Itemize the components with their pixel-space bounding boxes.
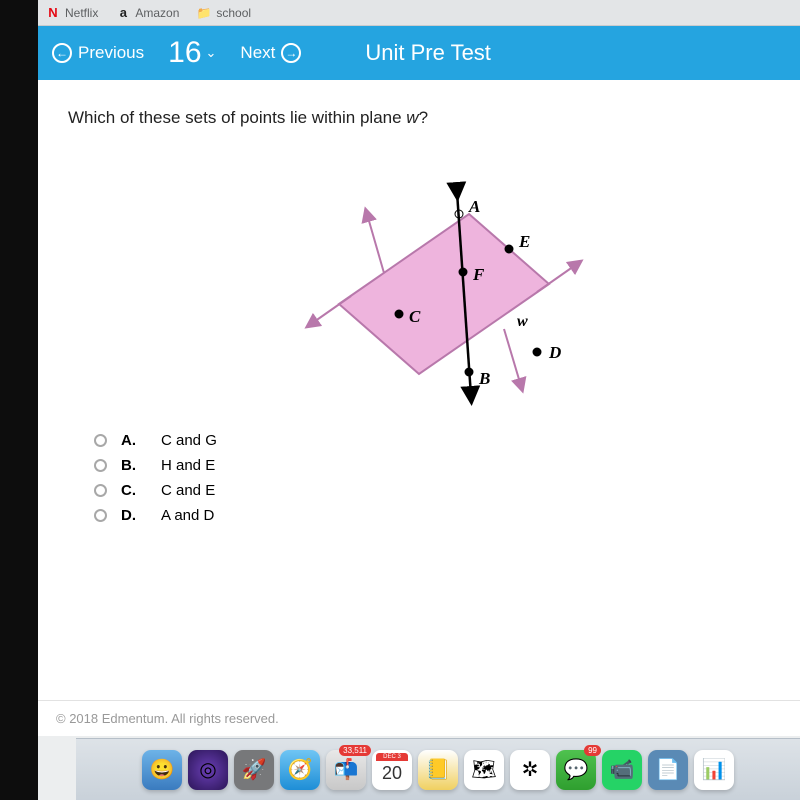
unit-title: Unit Pre Test <box>365 40 491 66</box>
dock-app-icon[interactable]: 📊 <box>694 750 734 790</box>
dock-app-icon[interactable]: 😀 <box>142 750 182 790</box>
dock-app-icon[interactable]: ◎ <box>188 750 228 790</box>
bookmarks-bar: N Netflix a Amazon 📁 school <box>38 0 800 26</box>
dock-app-icon[interactable]: 📹 <box>602 750 642 790</box>
svg-text:C: C <box>409 307 421 326</box>
dock-app-icon[interactable]: 🧭 <box>280 750 320 790</box>
arrow-left-icon: ← <box>52 43 72 63</box>
bookmark-amazon[interactable]: a Amazon <box>116 6 179 20</box>
svg-text:w: w <box>517 313 528 330</box>
answer-letter: B. <box>121 457 147 474</box>
next-button[interactable]: Next → <box>240 43 301 63</box>
question-number-dropdown[interactable]: 16 ⌄ <box>168 36 216 70</box>
dock-app-icon[interactable]: 💬99 <box>556 750 596 790</box>
folder-icon: 📁 <box>197 6 211 20</box>
radio-icon <box>94 459 107 472</box>
dock-app-icon[interactable]: 🚀 <box>234 750 274 790</box>
radio-icon <box>94 484 107 497</box>
macos-dock: 😀◎🚀🧭📬33,511DEC 320📒🗺✲💬99📹📄📊 <box>76 738 800 800</box>
question-text: Which of these sets of points lie within… <box>68 108 770 128</box>
dock-app-icon[interactable]: 📬33,511 <box>326 750 366 790</box>
question-content: Which of these sets of points lie within… <box>38 80 800 700</box>
bookmark-school[interactable]: 📁 school <box>197 6 251 20</box>
bookmark-netflix[interactable]: N Netflix <box>46 6 98 20</box>
answer-letter: C. <box>121 482 147 499</box>
amazon-icon: a <box>116 6 130 20</box>
previous-label: Previous <box>78 43 144 63</box>
answer-text: C and E <box>161 482 215 499</box>
next-label: Next <box>240 43 275 63</box>
dock-app-icon[interactable]: 🗺 <box>464 750 504 790</box>
previous-button[interactable]: ← Previous <box>52 43 144 63</box>
dock-app-icon[interactable]: 📒 <box>418 750 458 790</box>
copyright-text: © 2018 Edmentum. All rights reserved. <box>38 700 800 736</box>
answer-list: A. C and G B. H and E C. C and E D. A an… <box>94 432 770 524</box>
answer-text: C and G <box>161 432 217 449</box>
netflix-icon: N <box>46 6 60 20</box>
dock-app-icon[interactable]: ✲ <box>510 750 550 790</box>
answer-option-d[interactable]: D. A and D <box>94 507 770 524</box>
answer-option-a[interactable]: A. C and G <box>94 432 770 449</box>
answer-option-b[interactable]: B. H and E <box>94 457 770 474</box>
answer-letter: A. <box>121 432 147 449</box>
answer-option-c[interactable]: C. C and E <box>94 482 770 499</box>
radio-icon <box>94 509 107 522</box>
bookmark-label: school <box>216 6 251 20</box>
geometry-figure: A E F C B D w <box>269 154 569 394</box>
bookmark-label: Netflix <box>65 6 98 20</box>
bookmark-label: Amazon <box>135 6 179 20</box>
arrow-right-icon: → <box>281 43 301 63</box>
chevron-down-icon: ⌄ <box>206 45 217 61</box>
svg-text:B: B <box>478 369 490 388</box>
svg-text:D: D <box>548 343 561 362</box>
answer-text: H and E <box>161 457 215 474</box>
question-nav-bar: ← Previous 16 ⌄ Next → Unit Pre Test <box>38 26 800 80</box>
svg-text:E: E <box>518 232 530 251</box>
answer-text: A and D <box>161 507 214 524</box>
dock-app-icon[interactable]: 📄 <box>648 750 688 790</box>
svg-text:F: F <box>472 265 485 284</box>
dock-app-icon[interactable]: DEC 320 <box>372 750 412 790</box>
radio-icon <box>94 434 107 447</box>
svg-text:A: A <box>468 197 480 216</box>
question-number: 16 <box>168 36 201 70</box>
answer-letter: D. <box>121 507 147 524</box>
